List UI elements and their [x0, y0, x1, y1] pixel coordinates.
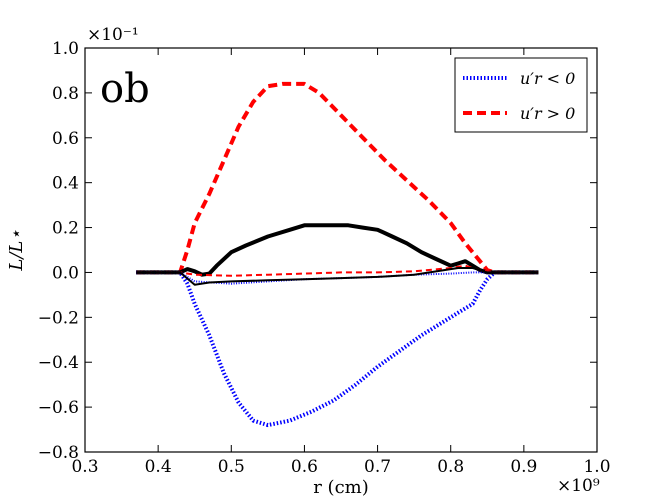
y-axis-label: L/L⋆	[6, 229, 27, 271]
y-tick-label: −0.2	[38, 308, 79, 328]
y-tick-label: 0.0	[52, 263, 79, 283]
series-line-1	[136, 270, 539, 428]
x-tick-label: 1.0	[583, 457, 610, 477]
y-tick-label: 0.4	[52, 174, 79, 194]
plot-area	[136, 81, 539, 428]
legend-label-positive: u′r > 0	[520, 104, 575, 123]
x-multiplier: ×10⁹	[557, 476, 600, 496]
x-tick-label: 0.5	[218, 457, 245, 477]
legend-box	[454, 57, 588, 133]
y-tick-label: 0.6	[52, 129, 79, 149]
y-multiplier: ×10⁻¹	[87, 25, 139, 45]
plot-frame	[84, 47, 598, 453]
x-axis-label: r (cm)	[313, 477, 369, 498]
panel-label: ob	[100, 66, 150, 112]
x-tick-label: 0.6	[291, 457, 318, 477]
x-tick-label: 0.7	[364, 457, 391, 477]
legend: u′r < 0 u′r > 0	[454, 57, 588, 133]
y-tick-label: 0.2	[52, 219, 79, 239]
x-tick-label: 0.9	[510, 457, 537, 477]
y-tick-label: 1.0	[52, 39, 79, 59]
x-tick-label: 0.4	[145, 457, 172, 477]
y-tick-label: 0.8	[52, 84, 79, 104]
x-tick-label: 0.3	[71, 457, 98, 477]
axes-ticks: 0.3 0.4 0.5 0.6 0.7 0.8 0.9 1.0 −0.8 −0.6 −0.4 −0.2…	[38, 39, 611, 477]
y-tick-label: −0.4	[38, 353, 79, 373]
x-tick-label: 0.8	[437, 457, 464, 477]
series-line-0	[136, 81, 539, 275]
y-tick-label: −0.8	[38, 443, 79, 463]
series-line-2	[136, 223, 539, 277]
legend-label-negative: u′r < 0	[520, 69, 575, 88]
y-tick-label: −0.6	[38, 398, 79, 418]
series-line-5	[136, 267, 539, 286]
